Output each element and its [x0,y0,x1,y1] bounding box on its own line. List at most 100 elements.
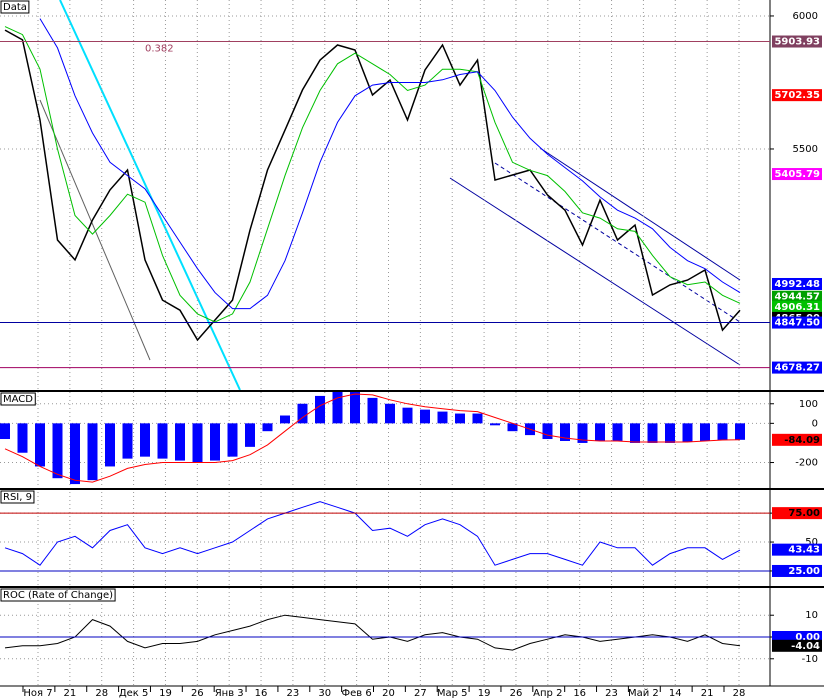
y-tick-label: 10 [805,610,818,621]
level-label: 4847.50 [774,318,820,329]
panel-separator [0,586,824,588]
level-box [772,361,822,374]
histogram-bar [612,423,623,441]
histogram-bar [52,423,63,479]
x-tick-label: Мар 5 [437,688,468,699]
histogram-bar [70,423,80,485]
series-line [4,26,741,323]
panel-title: RSI, 9 [3,492,32,503]
histogram-bar [665,423,675,443]
x-tick-label: 16 [573,688,586,699]
x-tick-label: 26 [191,688,204,699]
level-label: 4906.31 [774,302,820,313]
y-tick-label: 50 [805,537,818,548]
x-tick-label: 16 [255,688,268,699]
level-box [772,316,822,329]
level-box [772,168,822,181]
level-box [772,639,822,652]
histogram-bar [700,423,710,441]
level-label: 4678.27 [774,363,820,374]
series-line [4,614,741,651]
histogram-bar [122,423,133,459]
histogram-bar [315,395,325,424]
x-tick-label: 23 [605,688,618,699]
histogram-bar [560,423,570,441]
panel-title-box [0,490,35,504]
histogram-bar [402,407,413,424]
histogram-bar [420,409,430,424]
histogram-bar [717,423,728,440]
level-label: 4992.48 [774,279,820,290]
histogram-bar [735,423,745,440]
histogram-bar [682,423,693,442]
panel-title: MACD [3,394,33,405]
channel-upper [539,147,741,281]
panel-title-box [0,0,30,14]
x-tick-label: Апр 2 [533,688,562,699]
histogram-bar [455,413,465,424]
x-tick-label: 27 [414,688,427,699]
histogram-bar [105,423,115,467]
x-tick-label: 26 [510,688,523,699]
series-line [39,18,741,310]
x-tick-label: 20 [382,688,395,699]
histogram-bar [490,423,500,426]
y-tick-label: -10 [802,654,818,665]
series-line [4,393,741,483]
y-tick-label: 100 [799,399,818,410]
x-tick-label: 30 [318,688,331,699]
level-box [772,433,822,446]
level-label: 5405.79 [774,169,820,180]
level-annotation: 0.382 [145,44,174,55]
x-tick-label: Дек 5 [119,688,149,699]
x-tick-label: 28 [733,688,746,699]
level-box [772,543,822,556]
histogram-bar [280,415,290,424]
level-label: -84.09 [784,435,820,446]
histogram-bar [262,423,273,432]
level-box [772,290,822,303]
level-box [772,277,822,290]
histogram-bar [245,423,255,447]
panel-title-box [0,392,36,406]
histogram-bar [367,397,378,424]
histogram-bar [507,423,518,432]
level-label: 4944.57 [774,292,820,303]
level-label: 75.00 [788,508,820,519]
level-label: 0.00 [795,632,820,643]
level-label: 5702.35 [774,90,820,101]
level-label: 43.43 [788,545,820,556]
level-box [772,35,822,48]
channel-lower [449,177,741,366]
series-line [4,501,741,566]
histogram-bar [385,403,395,424]
x-tick-label: 19 [478,688,491,699]
level-label: 5903.93 [774,37,820,48]
panel-title-box [0,588,116,602]
histogram-bar [227,423,238,457]
panel-title: ROC (Rate of Change) [3,590,113,601]
level-box [772,507,822,520]
level-label: -4.04 [791,641,820,652]
x-tick-label: Янв 3 [215,688,244,699]
histogram-bar [577,423,588,443]
histogram-bar [210,423,220,461]
y-tick-label: 6000 [793,11,818,22]
histogram-bar [297,403,308,424]
histogram-bar [437,411,448,424]
y-tick-label: 0 [812,418,818,429]
x-tick-label: Ноя 7 [23,688,52,699]
histogram-bar [350,392,360,424]
x-tick-label: 19 [159,688,172,699]
histogram-bar [595,423,605,441]
x-tick-label: Фев 6 [342,688,372,699]
x-tick-label: 21 [63,688,76,699]
histogram-bar [192,423,203,463]
histogram-bar [87,423,98,481]
histogram-bar [647,423,658,443]
series-line [4,29,741,342]
level-box [772,300,822,313]
histogram-bar [332,392,343,424]
